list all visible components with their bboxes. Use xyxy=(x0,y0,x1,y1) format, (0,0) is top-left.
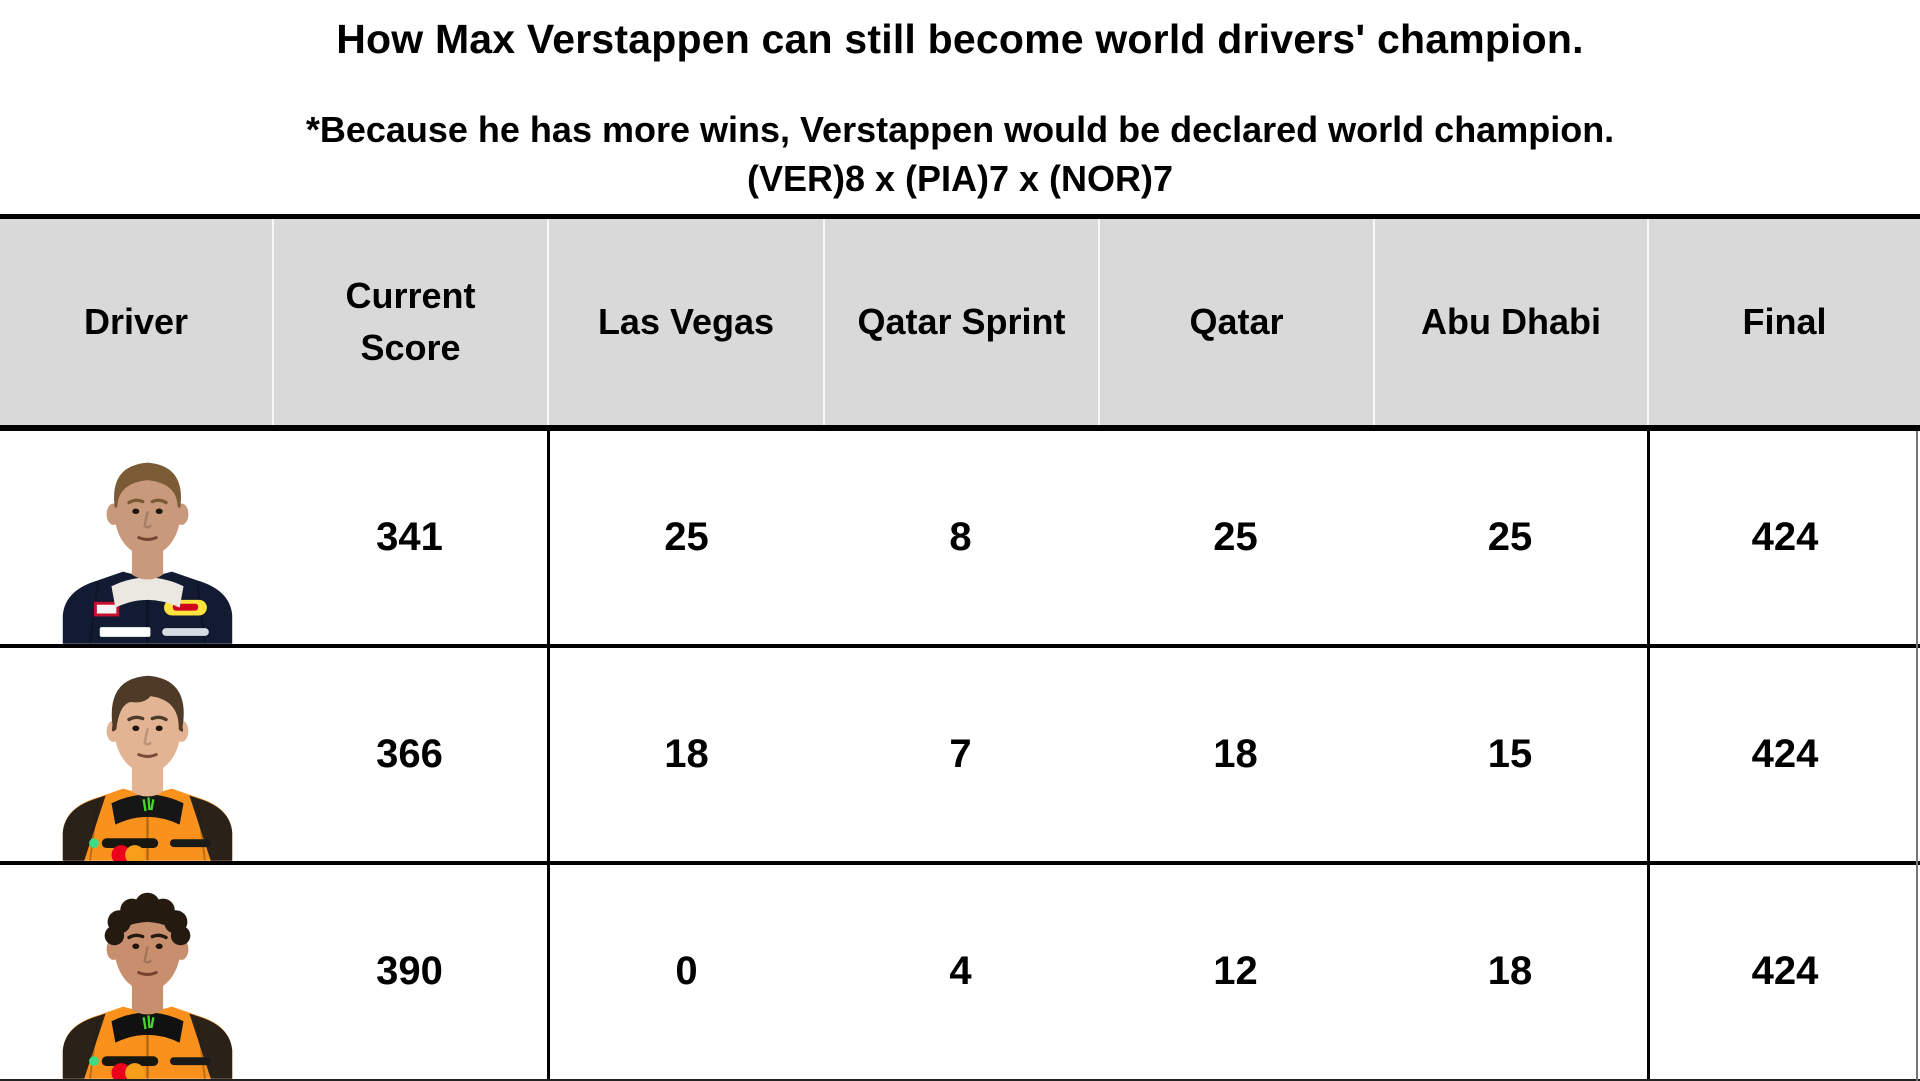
column-header-qatar: Qatar xyxy=(1098,218,1373,425)
oscar-piastri-photo xyxy=(55,648,240,861)
cell-qatar: 25 xyxy=(1213,514,1258,559)
column-header-driver: Driver xyxy=(83,300,189,342)
column-header-current-score: Current Score xyxy=(272,218,547,425)
subtitle-note: *Because he has more wins, Verstappen wo… xyxy=(305,109,1615,151)
column-header-las-vegas: Las Vegas xyxy=(547,218,823,425)
driver-photo-cell xyxy=(0,648,272,861)
cell-current-score: 366 xyxy=(376,731,443,776)
scenario-line: (VER)8 x (PIA)7 x (NOR)7 xyxy=(746,157,1174,199)
driver-row-norris: 390 0 4 12 18 424 xyxy=(0,864,1920,1081)
driver-row-verstappen: 341 25 8 25 25 424 xyxy=(0,430,1920,648)
cell-qatar: 12 xyxy=(1213,949,1258,994)
driver-row-piastri: 366 18 7 18 15 424 xyxy=(0,647,1920,865)
cell-las-vegas: 18 xyxy=(547,647,823,861)
driver-photo-cell xyxy=(0,431,272,644)
cell-qatar-sprint: 7 xyxy=(949,731,972,776)
table-header-row: Driver Current Score Las Vegas Qatar Spr… xyxy=(0,218,1920,431)
table-body: 341 25 8 25 25 424 366 18 7 18 15 424 xyxy=(0,430,1920,1081)
cell-las-vegas: 25 xyxy=(547,430,823,644)
cell-qatar: 18 xyxy=(1213,731,1258,776)
cell-abu-dhabi: 18 xyxy=(1487,949,1533,994)
cell-current-score: 390 xyxy=(376,949,443,994)
max-verstappen-photo xyxy=(55,431,240,644)
driver-photo-cell xyxy=(0,865,272,1079)
cell-final: 424 xyxy=(1647,864,1920,1079)
cell-final: 424 xyxy=(1647,430,1920,644)
cell-abu-dhabi: 15 xyxy=(1487,731,1533,776)
column-header-qatar-sprint: Qatar Sprint xyxy=(823,218,1098,425)
column-header-abu-dhabi: Abu Dhabi xyxy=(1373,218,1647,425)
lando-norris-photo xyxy=(55,865,240,1079)
cell-current-score: 341 xyxy=(376,514,443,559)
cell-las-vegas: 0 xyxy=(547,864,823,1079)
cell-final: 424 xyxy=(1647,647,1920,861)
cell-qatar-sprint: 8 xyxy=(949,514,972,559)
page-title: How Max Verstappen can still become worl… xyxy=(336,16,1584,62)
cell-abu-dhabi: 25 xyxy=(1487,514,1533,559)
column-header-final: Final xyxy=(1647,218,1920,425)
cell-qatar-sprint: 4 xyxy=(949,949,972,994)
standings-table: Driver Current Score Las Vegas Qatar Spr… xyxy=(0,213,1920,1081)
